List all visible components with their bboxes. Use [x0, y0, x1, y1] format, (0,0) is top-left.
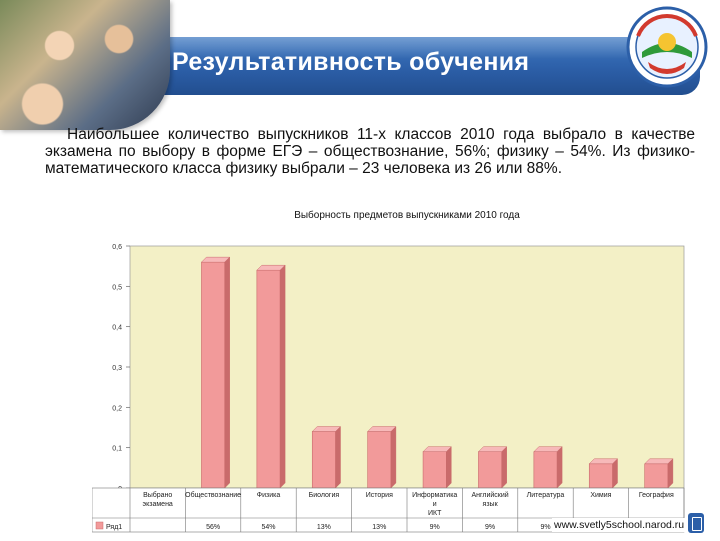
category-label: экзамена: [143, 501, 173, 508]
y-tick-label: 0,3: [112, 365, 122, 372]
data-label: 56%: [206, 524, 220, 531]
legend-swatch: [95, 521, 104, 530]
data-label: 9%: [430, 524, 440, 531]
category-label: Обществознание: [185, 491, 241, 499]
students-photo: [0, 0, 170, 130]
bar: [644, 463, 669, 489]
category-label: Химия: [590, 492, 611, 499]
school-emblem-icon: [626, 6, 708, 88]
category-label: и: [433, 501, 437, 508]
bar: [201, 261, 226, 489]
category-label: География: [639, 492, 674, 499]
bar-side: [390, 426, 397, 489]
y-tick-label: 0,4: [112, 325, 122, 332]
category-label: Английский: [471, 491, 508, 499]
bar: [311, 431, 336, 489]
bar-side: [335, 426, 341, 489]
bar-side: [667, 458, 674, 489]
category-label: язык: [483, 501, 499, 508]
y-tick-label: 0,2: [112, 405, 122, 412]
subject-choice-chart: Выборность предметов выпускниками 2010 г…: [91, 209, 685, 533]
data-label: 13%: [317, 524, 331, 531]
bar-side: [501, 446, 507, 489]
chart-title: Выборность предметов выпускниками 2010 г…: [294, 209, 520, 221]
category-label: История: [366, 492, 393, 499]
bar-side: [224, 256, 230, 489]
data-label: 9%: [540, 524, 550, 531]
category-label: Литература: [527, 492, 565, 499]
data-label: 9%: [485, 524, 495, 531]
bar: [533, 451, 558, 489]
y-tick-label: 0,5: [112, 284, 122, 291]
category-label: ИКТ: [428, 510, 442, 517]
footer-url[interactable]: www.svetly5school.narod.ru: [552, 518, 687, 532]
legend-label: Ряд1: [106, 524, 122, 531]
data-label: 13%: [372, 524, 386, 531]
bar: [478, 451, 503, 489]
y-tick-label: 0,1: [112, 446, 122, 453]
intro-paragraph: Наибольшее количество выпускников 11-х к…: [45, 126, 695, 177]
category-label: Физика: [257, 492, 281, 499]
bar-side: [612, 458, 618, 489]
bar-side: [556, 446, 563, 489]
bar-side: [446, 446, 452, 489]
bar: [422, 451, 447, 489]
category-label: Информатика: [412, 492, 457, 499]
data-label: 54%: [261, 524, 275, 531]
y-tick-label: 0,6: [112, 244, 122, 251]
bar: [367, 431, 392, 489]
category-label: Биология: [309, 492, 340, 499]
category-label: Выбрано: [143, 491, 172, 499]
bar: [256, 269, 281, 489]
bar: [588, 463, 613, 489]
chart-container: Выборность предметов выпускниками 2010 г…: [91, 206, 700, 536]
page-title: Результативность обучения: [172, 48, 530, 76]
bar-side: [279, 264, 286, 489]
slide-nav-icon[interactable]: [688, 513, 704, 533]
